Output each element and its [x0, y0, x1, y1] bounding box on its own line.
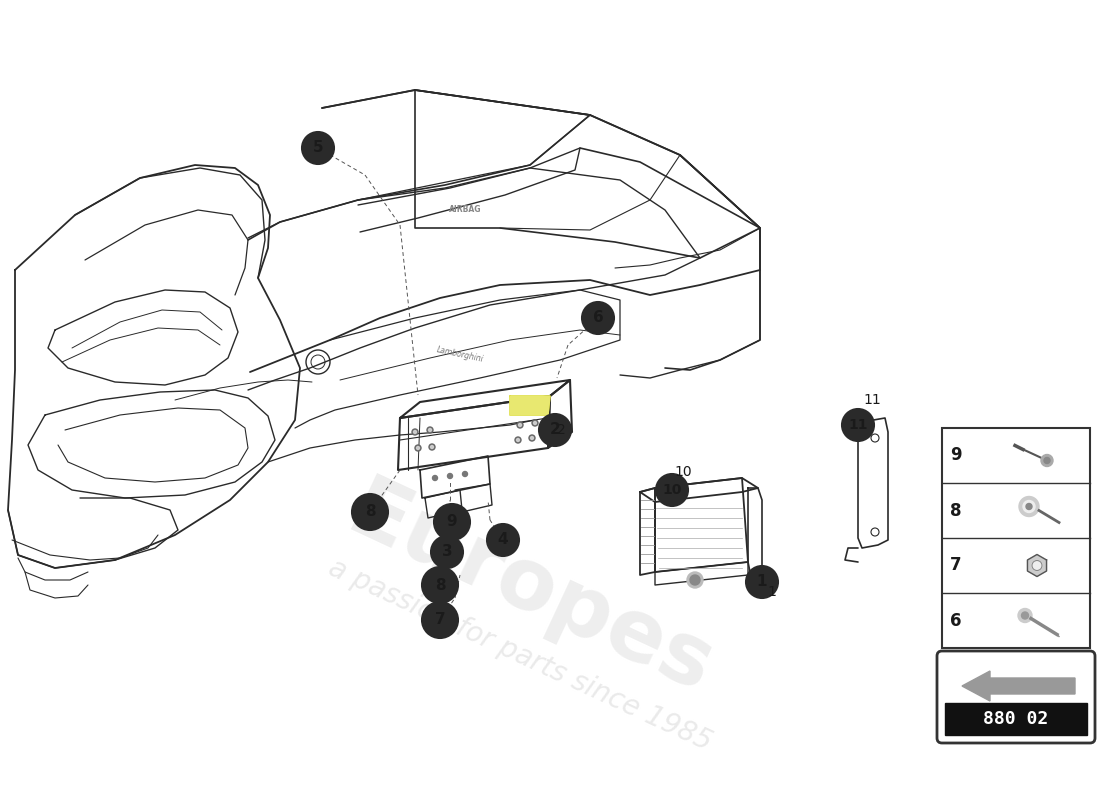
- Circle shape: [430, 446, 433, 449]
- Bar: [945, 703, 1087, 735]
- Circle shape: [415, 445, 421, 451]
- Circle shape: [517, 438, 519, 442]
- Text: 11: 11: [848, 418, 868, 432]
- Text: AIRBAG: AIRBAG: [449, 206, 482, 214]
- Circle shape: [422, 567, 458, 603]
- Text: 1: 1: [767, 585, 775, 599]
- Circle shape: [515, 437, 521, 443]
- Polygon shape: [510, 396, 550, 415]
- Text: a passion for parts since 1985: a passion for parts since 1985: [323, 554, 716, 756]
- Text: Europes: Europes: [334, 470, 726, 710]
- Circle shape: [431, 536, 463, 568]
- Text: 6: 6: [950, 611, 961, 630]
- Text: 1: 1: [757, 574, 768, 590]
- Circle shape: [582, 302, 614, 334]
- Circle shape: [429, 429, 431, 431]
- Text: 9: 9: [950, 446, 961, 465]
- Circle shape: [429, 444, 434, 450]
- Circle shape: [1023, 501, 1035, 513]
- Circle shape: [532, 420, 538, 426]
- Text: 7: 7: [950, 557, 961, 574]
- Circle shape: [448, 474, 452, 478]
- Text: 11: 11: [864, 393, 881, 407]
- Text: 6: 6: [593, 310, 604, 326]
- Text: Lamborghini: Lamborghini: [436, 346, 484, 364]
- Circle shape: [1044, 458, 1050, 463]
- Circle shape: [529, 435, 535, 441]
- Circle shape: [530, 437, 533, 439]
- Circle shape: [656, 474, 688, 506]
- Circle shape: [1022, 612, 1028, 619]
- Circle shape: [427, 427, 433, 433]
- Circle shape: [414, 430, 417, 434]
- Circle shape: [517, 422, 522, 428]
- Text: 880 02: 880 02: [983, 710, 1048, 728]
- Text: 2: 2: [550, 422, 560, 438]
- Text: 8: 8: [434, 578, 446, 593]
- Text: 2: 2: [557, 423, 565, 437]
- Circle shape: [352, 494, 388, 530]
- Text: 3: 3: [442, 545, 452, 559]
- Circle shape: [534, 422, 537, 425]
- Circle shape: [842, 409, 874, 441]
- FancyBboxPatch shape: [937, 651, 1094, 743]
- Text: 5: 5: [312, 141, 323, 155]
- Circle shape: [1019, 497, 1040, 517]
- Text: 10: 10: [674, 465, 692, 479]
- Circle shape: [746, 566, 778, 598]
- Circle shape: [539, 414, 571, 446]
- Polygon shape: [1027, 554, 1046, 577]
- Text: 4: 4: [497, 533, 508, 547]
- Circle shape: [432, 475, 438, 481]
- Circle shape: [434, 504, 470, 540]
- Circle shape: [518, 423, 521, 426]
- Circle shape: [422, 602, 458, 638]
- Text: 8: 8: [950, 502, 961, 519]
- Circle shape: [1041, 454, 1053, 466]
- Circle shape: [412, 429, 418, 435]
- Circle shape: [1018, 609, 1032, 622]
- Circle shape: [688, 572, 703, 588]
- Text: 10: 10: [662, 483, 682, 497]
- Circle shape: [487, 524, 519, 556]
- Circle shape: [302, 132, 334, 164]
- Text: 9: 9: [447, 514, 458, 530]
- Circle shape: [1032, 561, 1042, 570]
- Text: 8: 8: [365, 505, 375, 519]
- Circle shape: [462, 471, 468, 477]
- Text: 7: 7: [434, 613, 446, 627]
- Circle shape: [1026, 503, 1032, 510]
- FancyArrow shape: [962, 671, 1075, 701]
- Circle shape: [417, 446, 419, 450]
- Circle shape: [690, 575, 700, 585]
- Bar: [942, 428, 1090, 648]
